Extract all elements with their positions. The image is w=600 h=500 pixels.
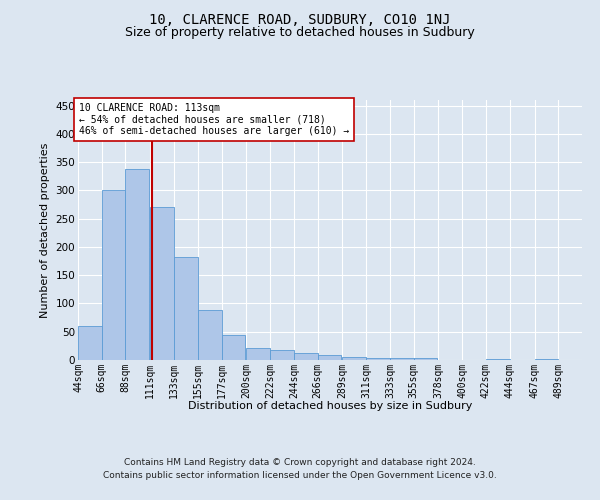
Bar — [413, 358, 437, 360]
Bar — [317, 356, 341, 360]
Bar — [366, 358, 390, 360]
Bar — [78, 326, 102, 360]
Text: 10 CLARENCE ROAD: 113sqm
← 54% of detached houses are smaller (718)
46% of semi-: 10 CLARENCE ROAD: 113sqm ← 54% of detach… — [79, 103, 349, 136]
Text: Contains HM Land Registry data © Crown copyright and database right 2024.: Contains HM Land Registry data © Crown c… — [124, 458, 476, 467]
Bar — [270, 350, 294, 360]
Bar — [151, 208, 174, 360]
Text: 10, CLARENCE ROAD, SUDBURY, CO10 1NJ: 10, CLARENCE ROAD, SUDBURY, CO10 1NJ — [149, 12, 451, 26]
Bar — [174, 256, 198, 360]
Bar — [294, 353, 317, 360]
Bar — [535, 359, 558, 360]
Bar — [486, 359, 509, 360]
Bar — [125, 169, 149, 360]
Bar — [343, 357, 366, 360]
Bar — [247, 348, 270, 360]
Bar — [221, 334, 245, 360]
Text: Size of property relative to detached houses in Sudbury: Size of property relative to detached ho… — [125, 26, 475, 39]
Y-axis label: Number of detached properties: Number of detached properties — [40, 142, 50, 318]
Text: Contains public sector information licensed under the Open Government Licence v3: Contains public sector information licen… — [103, 472, 497, 480]
Bar — [102, 190, 125, 360]
Bar — [198, 310, 221, 360]
Bar — [390, 358, 413, 360]
X-axis label: Distribution of detached houses by size in Sudbury: Distribution of detached houses by size … — [188, 401, 472, 411]
